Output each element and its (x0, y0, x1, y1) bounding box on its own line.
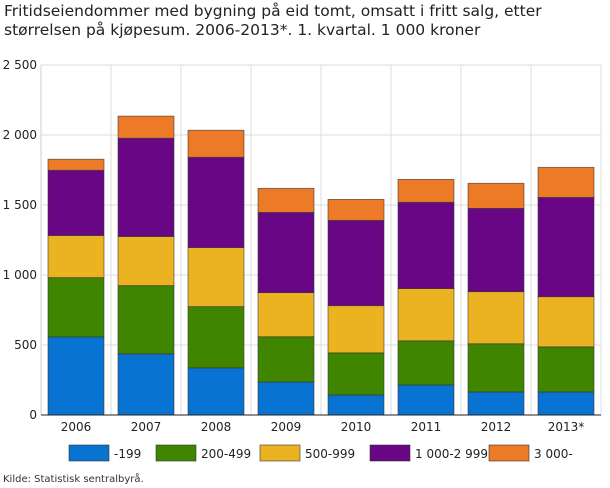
bar-segment (47, 277, 105, 338)
bar-segment (47, 336, 105, 416)
x-tick-label: 2010 (341, 420, 372, 434)
legend-label: -199 (114, 447, 141, 461)
bar-segment (327, 198, 385, 221)
bar-segment (117, 115, 175, 139)
bar-segment (467, 207, 525, 293)
legend-label: 1 000-2 999 (415, 447, 488, 461)
x-tick-label: 2012 (481, 420, 512, 434)
bar-segment (117, 236, 175, 287)
bar-segment (537, 197, 595, 298)
bar-segment (537, 166, 595, 198)
bar-segment (467, 391, 525, 416)
bar-segment (257, 187, 315, 213)
x-tick-label: 2006 (61, 420, 92, 434)
x-tick-label: 2008 (201, 420, 232, 434)
legend-swatch (369, 444, 411, 462)
bar-segment (117, 285, 175, 355)
bar-segment (327, 394, 385, 416)
bar-segment (47, 235, 105, 279)
x-tick-label: 2013* (548, 420, 585, 434)
bar-segment (47, 169, 105, 236)
bar-segment (397, 340, 455, 386)
bar-segment (257, 381, 315, 416)
bar-segment (397, 178, 455, 203)
bar-segment (467, 291, 525, 345)
y-tick-label: 2 500 (3, 58, 37, 72)
legend-label: 3 000- (534, 447, 573, 461)
bar-segment (397, 384, 455, 416)
bar-segment (117, 137, 175, 237)
y-tick-label: 0 (29, 408, 37, 422)
legend-label: 500-999 (305, 447, 355, 461)
x-tick-label: 2009 (271, 420, 302, 434)
bar-segment (47, 158, 105, 171)
legend-swatch (68, 444, 110, 462)
bar-segment (327, 352, 385, 396)
bar-segment (257, 292, 315, 338)
source-note: Kilde: Statistisk sentralbyrå. (3, 474, 144, 485)
bar-segment (467, 182, 525, 209)
bar-segment (537, 346, 595, 393)
y-tick-label: 1 000 (3, 268, 37, 282)
chart-title: Fritidseiendommer med bygning på eid tom… (4, 2, 542, 39)
x-tick-label: 2011 (411, 420, 442, 434)
bar-segment (327, 219, 385, 307)
legend-label: 200-499 (201, 447, 251, 461)
bar-segment (327, 305, 385, 354)
legend-swatch (259, 444, 301, 462)
bar-segment (187, 367, 245, 416)
bar-segment (397, 201, 455, 289)
bar-segment (537, 296, 595, 348)
bar-segment (537, 391, 595, 416)
bar-segment (467, 343, 525, 393)
bar-segment (257, 336, 315, 383)
bar-segment (397, 288, 455, 342)
bar-segment (187, 156, 245, 248)
bar-segment (187, 247, 245, 308)
y-tick-label: 2 000 (3, 128, 37, 142)
legend-swatch (155, 444, 197, 462)
bar-segment (187, 306, 245, 369)
legend-swatch (488, 444, 530, 462)
bar-segment (117, 353, 175, 416)
y-tick-label: 1 500 (3, 198, 37, 212)
x-tick-label: 2007 (131, 420, 162, 434)
bar-segment (257, 212, 315, 294)
y-tick-label: 500 (14, 338, 37, 352)
bar-segment (187, 129, 245, 158)
